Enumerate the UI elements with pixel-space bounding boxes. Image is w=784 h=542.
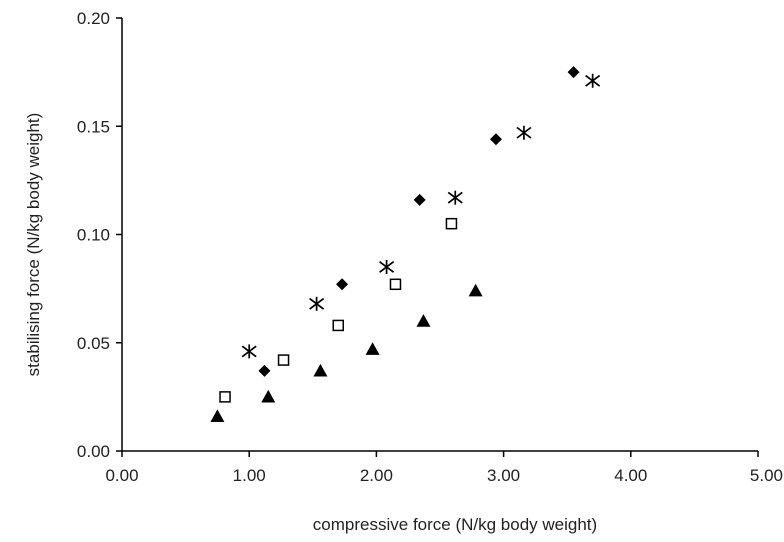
open-square-point	[277, 354, 290, 366]
triangle-point	[365, 342, 380, 355]
triangle-point	[416, 314, 431, 327]
diamond-point	[258, 364, 271, 377]
diamond-point	[413, 193, 426, 206]
triangle-point	[468, 283, 483, 297]
asterisk-point	[309, 296, 325, 311]
x-ticks: 0.00 1.00 2.00 3.00 4.00 5.00	[105, 451, 783, 485]
y-tick-label: 0.20	[77, 9, 110, 28]
asterisk-point	[379, 259, 395, 274]
triangle-point	[210, 409, 225, 422]
y-axis-title: stabilising force (N/kg body weight)	[24, 113, 43, 377]
triangle-point	[313, 363, 328, 377]
y-tick-label: 0.10	[77, 226, 110, 245]
triangle-point	[261, 389, 276, 403]
asterisk-point	[447, 190, 463, 205]
open-square-point	[332, 319, 344, 332]
open-square-point	[445, 217, 458, 230]
x-tick-label: 3.00	[487, 466, 520, 485]
y-tick-label: 0.00	[77, 442, 110, 461]
diamond-point	[489, 133, 502, 146]
x-tick-label: 1.00	[233, 466, 266, 485]
y-ticks: 0.00 0.05 0.10 0.15 0.20	[77, 9, 122, 461]
open-square-point	[389, 278, 402, 291]
x-tick-label: 5.00	[750, 466, 783, 485]
asterisk-point	[585, 73, 601, 88]
x-axis-title: compressive force (N/kg body weight)	[313, 515, 597, 534]
y-tick-label: 0.05	[77, 334, 110, 353]
asterisk-point	[516, 125, 532, 140]
data-points	[210, 66, 601, 422]
asterisk-point	[241, 344, 257, 359]
diamond-point	[336, 278, 349, 291]
diamond-point	[567, 66, 580, 79]
x-tick-label: 0.00	[105, 466, 138, 485]
axes: 0.00 0.05 0.10 0.15 0.20 0.00 1.00 2.00 3.00 4.0…	[77, 9, 783, 485]
y-tick-label: 0.15	[77, 117, 110, 136]
x-tick-label: 2.00	[360, 466, 393, 485]
x-tick-label: 4.00	[614, 466, 647, 485]
open-square-point	[219, 391, 231, 403]
